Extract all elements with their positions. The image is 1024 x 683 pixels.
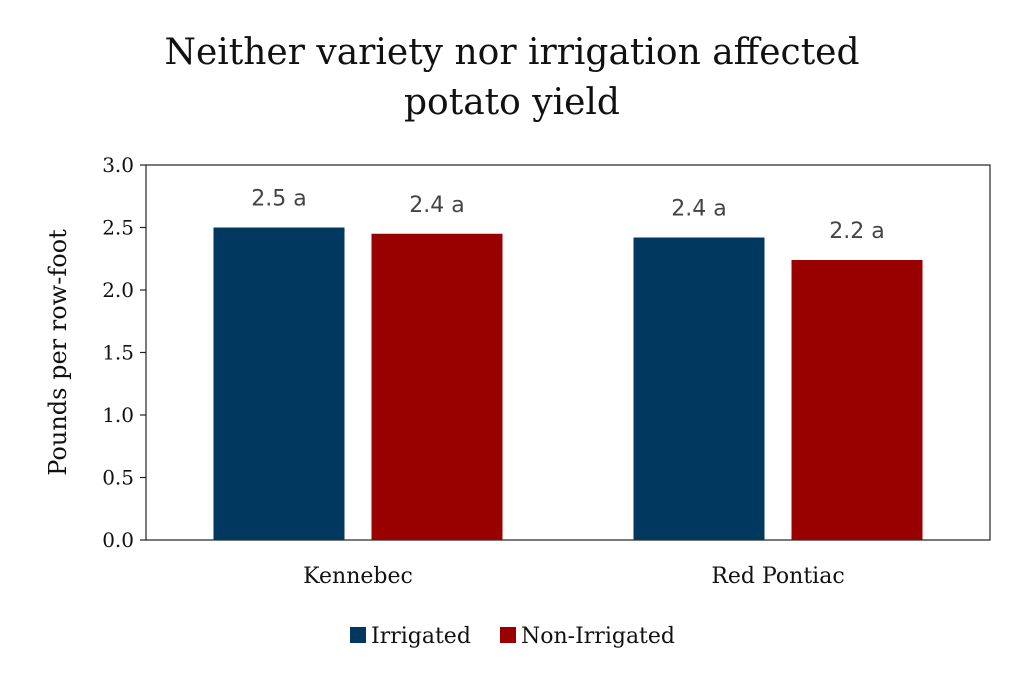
legend-label: Irrigated — [371, 624, 471, 649]
y-tick-label: 2.0 — [102, 278, 134, 302]
y-tick-label: 1.0 — [102, 403, 134, 427]
legend-swatch — [350, 627, 366, 643]
y-tick-label: 1.5 — [102, 341, 134, 365]
data-label: 2.5 a — [251, 187, 306, 212]
y-tick-label: 3.0 — [102, 153, 134, 177]
data-label: 2.4 a — [671, 197, 726, 222]
bar-irrigated — [213, 227, 345, 540]
bar-non-irrigated — [371, 233, 503, 540]
legend-label: Non-Irrigated — [521, 624, 675, 649]
chart-title: Neither variety nor irrigation affected … — [164, 32, 860, 123]
x-tick-label: Red Pontiac — [711, 564, 844, 589]
bar-non-irrigated — [791, 260, 923, 540]
x-tick-label: Kennebec — [303, 564, 413, 589]
legend-swatch — [500, 627, 516, 643]
data-label: 2.2 a — [829, 219, 884, 244]
data-label: 2.4 a — [409, 193, 464, 218]
y-tick-label: 2.5 — [102, 216, 134, 240]
y-axis-label: Pounds per row-foot — [44, 229, 72, 476]
bar-irrigated — [633, 237, 765, 540]
y-tick-label: 0.5 — [102, 466, 134, 490]
y-tick-label: 0.0 — [102, 528, 134, 552]
